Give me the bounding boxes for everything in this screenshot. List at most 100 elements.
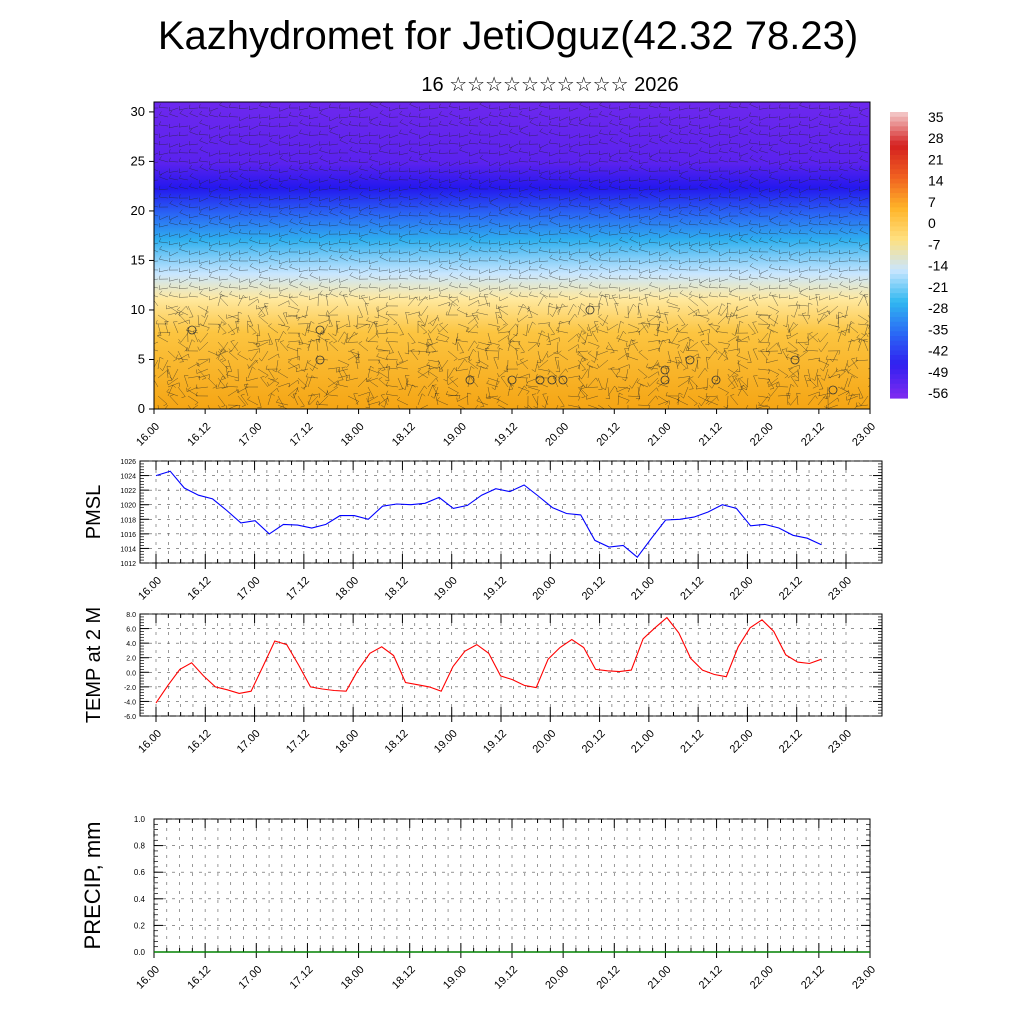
y-tick-label: 5: [138, 351, 145, 366]
wind-barbs: [154, 102, 870, 409]
y-tick-label: 1024: [120, 474, 136, 481]
x-tick-label: 20.12: [594, 421, 622, 449]
x-tick-label: 18.12: [383, 728, 411, 756]
x-tick-label: 22.00: [728, 575, 756, 603]
colorbar: 35 28 21 14 7 0 -7 -14 -21 -28 -35 -42 -49 -56: [890, 109, 948, 401]
x-tick-label: 21.00: [646, 421, 674, 449]
x-tick-label: 18.00: [339, 421, 367, 449]
colorbar-segment: [890, 231, 908, 237]
colorbar-segment: [890, 350, 908, 356]
colorbar-segment: [890, 116, 908, 123]
colorbar-label: -42: [928, 343, 948, 359]
colorbar-segment: [890, 212, 908, 218]
x-tick-label: 19.12: [492, 421, 520, 449]
colorbar-segment: [890, 378, 908, 385]
colorbar-segment: [890, 173, 908, 180]
calm-wind-marker: [465, 375, 475, 385]
x-tick-label: 19.00: [432, 575, 460, 603]
y-tick-label: 1022: [120, 488, 136, 495]
x-tick-label: 16.12: [185, 421, 213, 449]
temp-panel: -6.0 -4.0 -2.0 0.0 2.0 4.0 6.0 8.0 16.00 16.12 17.…: [83, 607, 883, 756]
calm-wind-marker: [187, 325, 197, 335]
calm-wind-marker: [507, 375, 517, 385]
x-tick-label: 22.12: [777, 728, 805, 756]
wind-barb-field: [154, 102, 870, 409]
x-tick-label: 17.12: [288, 964, 316, 992]
x-tick-label: 17.00: [235, 575, 263, 603]
y-tick-label: 10: [131, 302, 145, 317]
colorbar-label: 7: [928, 194, 936, 210]
colorbar-segment: [890, 359, 908, 366]
y-tick-label: 0.4: [134, 895, 146, 904]
x-tick-label: 21.12: [697, 421, 725, 449]
x-tick-label: 18.12: [390, 964, 418, 992]
colorbar-label: -14: [928, 258, 948, 274]
colorbar-label: 0: [928, 215, 936, 231]
colorbar-segment: [890, 345, 908, 351]
x-tick-label: 17.12: [284, 575, 312, 603]
y-axis-title: TEMP at 2 M: [83, 607, 105, 723]
calm-wind-marker: [790, 355, 800, 365]
y-axis-title: PMSL: [83, 485, 105, 539]
x-tick-label: 16.12: [185, 964, 213, 992]
colorbar-segment: [890, 278, 908, 285]
colorbar-segment: [890, 150, 908, 156]
colorbar-segment: [890, 321, 908, 328]
colorbar-segment: [890, 207, 908, 213]
colorbar-segment: [890, 221, 908, 227]
colorbar-segment: [890, 216, 908, 223]
y-axis-title: PRECIP, mm: [80, 822, 105, 950]
x-tick-label: 17.12: [284, 728, 312, 756]
colorbar-label: 28: [928, 130, 944, 146]
y-tick-label: 1014: [120, 546, 136, 553]
x-tick-label: 22.12: [777, 575, 805, 603]
colorbar-segment: [890, 297, 908, 304]
calm-wind-marker: [828, 385, 838, 395]
colorbar-segment: [890, 183, 908, 189]
calm-wind-marker: [315, 355, 325, 365]
calm-wind-marker: [711, 375, 721, 385]
colorbar-label: 14: [928, 173, 944, 189]
colorbar-segment: [890, 178, 908, 185]
x-tick-label: 16.12: [185, 575, 213, 603]
y-tick-label: 1020: [120, 503, 136, 510]
colorbar-label: -49: [928, 364, 948, 380]
page-subtitle: 16 ☆☆☆☆☆☆☆☆☆☆ 2026: [421, 74, 679, 96]
x-tick-label: 16.00: [134, 421, 162, 449]
x-tick-label: 21.00: [629, 575, 657, 603]
page-title: Kazhydromet for JetiOguz(42.32 78.23): [157, 14, 859, 58]
colorbar-segment: [890, 336, 908, 342]
colorbar-segment: [890, 274, 908, 280]
colorbar-segment: [890, 383, 908, 390]
colorbar-segment: [890, 140, 908, 146]
x-tick-label: 21.12: [678, 728, 706, 756]
y-tick-label: 0: [138, 401, 145, 416]
colorbar-segment: [890, 126, 908, 132]
heatmap-x-axis: 16.00 16.12 17.00 17.12 18.00 18.12 19.00 19.12…: [134, 409, 878, 449]
colorbar-label: -21: [928, 279, 948, 295]
wind-cross-section-panel: 0 5 10 15 20 25 30 16.00 16.12 17.00 17.12 18.00 18…: [131, 101, 878, 449]
y-tick-label: 1.0: [134, 815, 146, 824]
calm-wind-marker: [685, 355, 695, 365]
y-tick-label: 25: [131, 153, 145, 168]
colorbar-segment: [890, 235, 908, 242]
x-tick-label: 18.00: [333, 728, 361, 756]
colorbar-segment: [890, 293, 908, 299]
colorbar-segment: [890, 188, 908, 194]
x-tick-label: 17.00: [236, 421, 264, 449]
y-tick-label: -2.0: [124, 685, 136, 692]
series-line: [155, 616, 822, 704]
colorbar-segment: [890, 197, 908, 204]
colorbar-segment: [890, 259, 908, 266]
colorbar-segment: [890, 283, 908, 289]
x-tick-label: 22.00: [748, 964, 776, 992]
x-tick-label: 18.00: [333, 575, 361, 603]
colorbar-segment: [890, 250, 908, 256]
colorbar-segment: [890, 355, 908, 361]
panel-frame: [139, 613, 883, 717]
y-tick-label: 6.0: [126, 627, 136, 634]
calm-wind-marker: [315, 325, 325, 335]
x-tick-label: 23.00: [850, 964, 878, 992]
